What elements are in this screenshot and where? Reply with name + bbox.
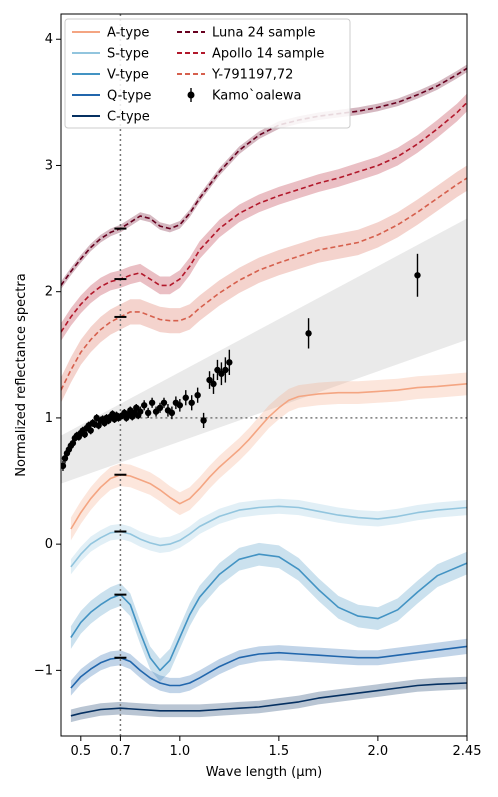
kamooalewa-point-54	[206, 376, 213, 384]
legend-label-5: Luna 24 sample	[212, 26, 316, 41]
legend-label-3: Q-type	[107, 89, 151, 104]
legend-label-2: V-type	[107, 68, 149, 83]
y-tick-label-3: 2	[45, 285, 53, 300]
x-axis-label: Wave length (μm)	[206, 765, 322, 780]
kamooalewa-point-0	[61, 462, 67, 470]
kamooalewa-point-42	[148, 399, 156, 406]
series-line-3	[70, 645, 467, 689]
y-tick-label-4: 3	[45, 158, 53, 173]
axis-ticks: 0.5 0.7 1.0 1.5 2.0 2.45 −1 0 1 2 3 4	[34, 32, 482, 759]
kamooalewa-point-37	[133, 404, 140, 412]
legend-label-1: S-type	[107, 47, 149, 62]
x-tick-label-3: 1.5	[269, 744, 290, 759]
kamooalewa-point-44	[156, 404, 164, 412]
y-tick-label-5: 4	[45, 32, 53, 47]
legend-kamooalewa-marker	[187, 91, 195, 99]
series-band-3	[70, 638, 467, 696]
legend-label-4: C-type	[107, 110, 150, 125]
kamooalewa-point-60	[305, 330, 312, 337]
series-band-2	[70, 542, 467, 682]
y-tick-label-1: 0	[45, 537, 53, 552]
y-tick-label-0: −1	[34, 663, 53, 678]
kamooalewa-point-40	[140, 402, 148, 409]
legend-label-7: Y-791197,72	[211, 68, 293, 83]
kamooalewa-point-59	[226, 359, 233, 366]
kamooalewa-point-51	[188, 399, 195, 406]
series-line-4	[70, 682, 467, 717]
x-tick-label-5: 2.45	[453, 744, 482, 759]
kamooalewa-point-49	[176, 402, 184, 409]
x-tick-label-4: 2.0	[368, 744, 389, 759]
y-axis-label: Normalized reflectance spectra	[14, 273, 29, 476]
series-line-1	[70, 505, 467, 568]
x-tick-label-2: 1.0	[169, 744, 190, 759]
kamooalewa-point-57	[218, 370, 225, 377]
plot-area	[61, 14, 467, 736]
kamooalewa-point-53	[200, 417, 207, 424]
plot-frame	[60, 13, 468, 737]
series-line-2	[70, 553, 467, 672]
series-band-6	[61, 93, 467, 341]
series-line-6	[61, 101, 467, 333]
series-line-7	[61, 177, 467, 391]
legend-label-0: A-type	[107, 26, 149, 41]
legend-box	[64, 18, 351, 129]
kamooalewa-point-50	[182, 394, 189, 401]
kamooalewa-point-41	[144, 409, 152, 417]
series-line-5	[61, 67, 467, 286]
kamooalewa-point-61	[414, 272, 421, 279]
kamooalewa-point-45	[160, 399, 168, 406]
legend: A-type S-type V-type Q-type C-type Luna 24 sa…	[64, 18, 351, 129]
y-tick-label-2: 1	[45, 411, 53, 426]
kamooalewa-point-14	[87, 427, 94, 434]
legend-label-kamooalewa: Kamo`oalewa	[212, 89, 302, 104]
kamooalewa-point-47	[168, 409, 176, 417]
kamooalewa-point-58	[222, 366, 229, 374]
x-tick-label-0: 0.5	[70, 744, 91, 759]
series-band-0	[70, 372, 467, 541]
kamooalewa-band	[61, 218, 467, 484]
legend-label-6: Apollo 14 sample	[212, 47, 324, 62]
x-tick-label-1: 0.7	[110, 744, 131, 759]
kamooalewa-point-39	[137, 408, 144, 415]
kamooalewa-point-55	[210, 380, 217, 388]
kamooalewa-point-11	[81, 431, 88, 438]
kamooalewa-point-52	[194, 391, 201, 399]
kamooalewa-point-56	[214, 366, 221, 374]
kamooalewa-point-43	[152, 408, 160, 415]
